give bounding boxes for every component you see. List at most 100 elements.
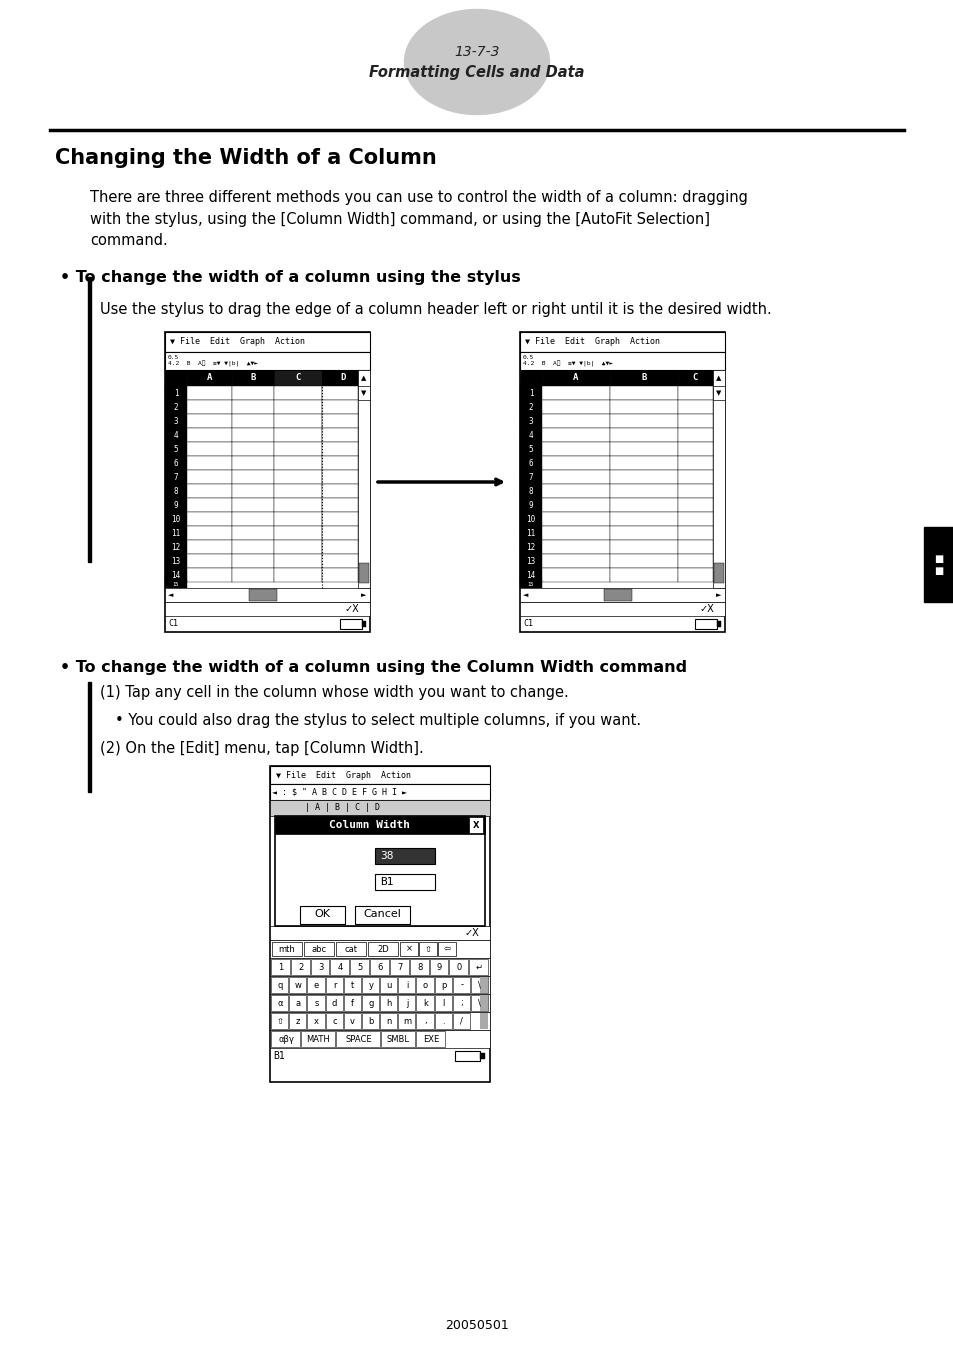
Bar: [541, 554, 609, 568]
Bar: [88, 277, 91, 562]
Bar: [712, 370, 724, 387]
Bar: [335, 1032, 379, 1046]
Text: ,: ,: [424, 1017, 426, 1026]
Text: 4: 4: [337, 963, 343, 972]
Text: ×: ×: [405, 945, 412, 953]
Bar: [232, 498, 274, 512]
Text: 8: 8: [416, 963, 422, 972]
Text: Use the stylus to drag the edge of a column header left or right until it is the: Use the stylus to drag the edge of a col…: [100, 301, 771, 316]
Bar: [717, 621, 720, 627]
Text: 9: 9: [528, 500, 533, 510]
Text: ▼ File  Edit  Graph  Action: ▼ File Edit Graph Action: [170, 338, 305, 346]
Bar: [375, 848, 435, 864]
Bar: [678, 554, 712, 568]
Bar: [609, 484, 678, 498]
Text: ↵: ↵: [476, 963, 482, 972]
Bar: [471, 977, 488, 992]
Text: s: s: [314, 999, 318, 1007]
Bar: [609, 370, 678, 387]
Bar: [274, 554, 322, 568]
Text: 5: 5: [528, 445, 533, 453]
Bar: [291, 959, 310, 975]
Bar: [270, 926, 490, 940]
Bar: [361, 1013, 378, 1029]
Text: 5: 5: [173, 445, 178, 453]
Bar: [357, 387, 370, 400]
Bar: [519, 352, 724, 370]
Text: 0.5
4.2  B  A⁄  ≡▼ ▼|b|  ▲▼►: 0.5 4.2 B A⁄ ≡▼ ▼|b| ▲▼►: [522, 356, 613, 366]
Text: ►: ►: [361, 592, 366, 598]
Bar: [270, 784, 490, 800]
Bar: [609, 498, 678, 512]
Bar: [519, 539, 541, 554]
Bar: [270, 1030, 490, 1048]
Text: 38: 38: [379, 850, 393, 861]
Text: 14: 14: [172, 571, 180, 580]
Text: 8: 8: [173, 487, 178, 495]
Bar: [322, 512, 357, 526]
Bar: [232, 526, 274, 539]
Bar: [609, 539, 678, 554]
Bar: [678, 414, 712, 429]
Bar: [603, 589, 631, 602]
Text: 6: 6: [377, 963, 382, 972]
Bar: [519, 498, 541, 512]
Text: 2: 2: [297, 963, 303, 972]
Bar: [271, 1013, 288, 1029]
Bar: [434, 995, 451, 1011]
Bar: [187, 568, 232, 581]
Text: 15: 15: [527, 581, 534, 587]
Bar: [165, 456, 187, 470]
Bar: [609, 512, 678, 526]
Bar: [325, 977, 342, 992]
Bar: [479, 977, 488, 992]
Text: 20050501: 20050501: [445, 1320, 508, 1332]
Bar: [437, 942, 456, 956]
Bar: [541, 526, 609, 539]
Bar: [165, 429, 187, 442]
Bar: [165, 539, 187, 554]
Bar: [322, 387, 357, 400]
Text: u: u: [386, 980, 392, 990]
Text: c: c: [332, 1017, 336, 1026]
Bar: [519, 526, 541, 539]
Bar: [322, 498, 357, 512]
Bar: [187, 442, 232, 456]
Text: a: a: [295, 999, 300, 1007]
Text: Cancel: Cancel: [363, 909, 400, 919]
Bar: [165, 554, 187, 568]
Bar: [232, 442, 274, 456]
Text: ■
■: ■ ■: [933, 554, 943, 576]
Bar: [232, 484, 274, 498]
Text: B1: B1: [379, 877, 393, 887]
Bar: [429, 959, 448, 975]
Bar: [678, 456, 712, 470]
Text: Formatting Cells and Data: Formatting Cells and Data: [369, 65, 584, 80]
Text: C: C: [295, 373, 300, 383]
Bar: [471, 995, 488, 1011]
Bar: [416, 1013, 433, 1029]
Text: 13: 13: [172, 557, 180, 565]
Text: p: p: [440, 980, 446, 990]
Text: i: i: [406, 980, 408, 990]
Bar: [541, 512, 609, 526]
Text: 12: 12: [526, 542, 535, 552]
Bar: [187, 554, 232, 568]
Bar: [343, 977, 360, 992]
Bar: [232, 470, 274, 484]
Bar: [165, 484, 187, 498]
Bar: [165, 512, 187, 526]
Text: h: h: [386, 999, 392, 1007]
Text: B1: B1: [273, 1051, 284, 1061]
Text: α: α: [277, 999, 282, 1007]
Text: EXE: EXE: [422, 1034, 438, 1044]
Text: 2: 2: [528, 403, 533, 411]
Text: 7: 7: [396, 963, 402, 972]
Bar: [187, 539, 232, 554]
Text: MATH: MATH: [306, 1034, 330, 1044]
Text: cat: cat: [344, 945, 357, 953]
Bar: [678, 568, 712, 581]
Bar: [165, 568, 187, 581]
Text: f: f: [351, 999, 354, 1007]
Text: • You could also drag the stylus to select multiple columns, if you want.: • You could also drag the stylus to sele…: [115, 713, 640, 727]
